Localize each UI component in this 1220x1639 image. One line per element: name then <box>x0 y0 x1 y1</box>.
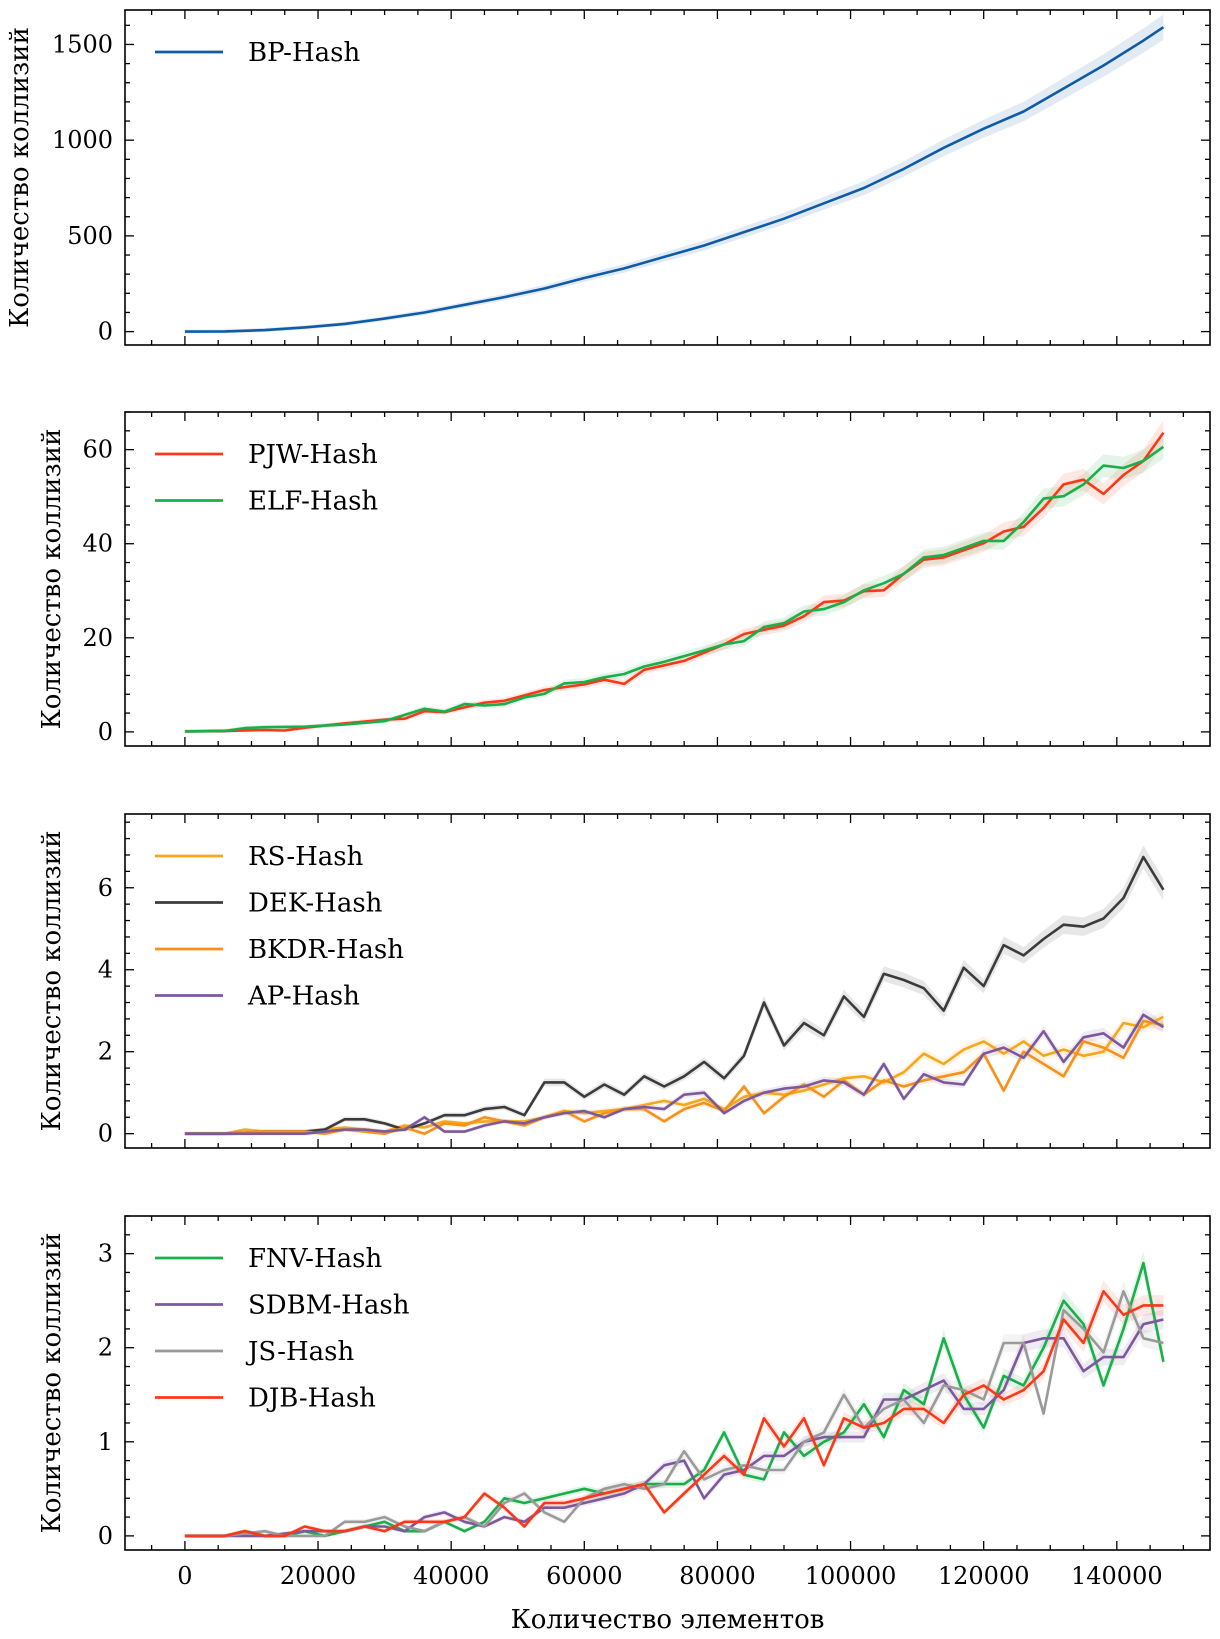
legend-label: RS-Hash <box>248 842 364 872</box>
y-tick-label: 1500 <box>52 30 113 58</box>
legend-label: JS-Hash <box>245 1337 354 1367</box>
x-tick-label: 60000 <box>546 1562 622 1590</box>
legend-label: DJB-Hash <box>248 1384 376 1414</box>
y-tick-label: 40 <box>82 530 113 558</box>
x-tick-label: 80000 <box>679 1562 755 1590</box>
y-tick-label: 1 <box>98 1428 113 1456</box>
legend-label: DEK-Hash <box>248 889 383 919</box>
x-tick-label: 100000 <box>805 1562 897 1590</box>
series-line-bp-hash <box>184 26 1165 333</box>
legend-label: SDBM-Hash <box>248 1291 410 1321</box>
series-line-djb-hash <box>184 1290 1164 1538</box>
y-axis-label: Количество коллизий <box>5 27 35 328</box>
plot-frame <box>124 1215 1211 1551</box>
legend-label: BP-Hash <box>248 38 360 68</box>
y-tick-label: 3 <box>98 1240 113 1268</box>
series-line-sdbm-hash <box>184 1318 1164 1538</box>
y-axis-label: Количество коллизий <box>37 831 67 1132</box>
y-tick-label: 0 <box>98 1522 113 1550</box>
band-bkdr-hash <box>184 1015 1164 1136</box>
y-axis-label: Количество коллизий <box>37 1233 67 1534</box>
x-axis-label: Количество элементов <box>511 1605 825 1635</box>
y-axis-label: Количество коллизий <box>37 429 67 730</box>
band-fnv-hash <box>184 1251 1164 1538</box>
legend-label: ELF-Hash <box>248 487 378 517</box>
y-tick-label: 2 <box>98 1038 113 1066</box>
y-tick-label: 500 <box>67 222 113 250</box>
x-tick-label: 40000 <box>413 1562 489 1590</box>
series-line-elf-hash <box>184 445 1165 733</box>
legend-label: PJW-Hash <box>248 440 378 470</box>
plot-frame <box>124 9 1211 346</box>
x-tick-label: 20000 <box>280 1562 356 1590</box>
x-tick-label: 0 <box>177 1562 192 1590</box>
y-tick-label: 0 <box>98 318 113 346</box>
y-tick-label: 1000 <box>52 126 113 154</box>
panel-1: 0 500 1000 1500 Количество коллизий BP-Hash <box>5 9 1211 346</box>
y-tick-label: 2 <box>98 1334 113 1362</box>
y-tick-label: 60 <box>82 436 113 464</box>
series-line-pjw-hash <box>184 431 1165 733</box>
legend: FNV-Hash SDBM-Hash JS-Hash DJB-Hash <box>155 1244 410 1414</box>
band-elf-hash <box>184 434 1164 734</box>
series-line-dek-hash <box>184 855 1165 1135</box>
y-tick-label: 0 <box>98 718 113 746</box>
plot-frame <box>124 411 1211 747</box>
legend-label: FNV-Hash <box>248 1244 382 1274</box>
plot-frame <box>124 813 1211 1149</box>
panel-4: 0 1 2 3 0 20000 40000 60000 80000 100000 120000 140… <box>37 1215 1211 1635</box>
x-tick-label: 140000 <box>1071 1562 1163 1590</box>
series-line-ap-hash <box>184 1013 1165 1135</box>
x-tick-label: 120000 <box>938 1562 1030 1590</box>
y-tick-label: 20 <box>82 624 113 652</box>
legend: PJW-Hash ELF-Hash <box>155 440 378 517</box>
band-js-hash <box>184 1280 1164 1538</box>
legend-label: BKDR-Hash <box>248 935 404 965</box>
y-tick-label: 6 <box>98 874 113 902</box>
band-dek-hash <box>184 845 1164 1136</box>
legend: BP-Hash <box>155 38 360 68</box>
panel-3: 0 2 4 6 Количество коллизий RS-Hash DEK-Hash BK… <box>37 813 1211 1149</box>
y-tick-label: 0 <box>98 1120 113 1148</box>
legend-label: AP-Hash <box>247 982 360 1012</box>
legend: RS-Hash DEK-Hash BKDR-Hash AP-Hash <box>155 842 404 1012</box>
series-line-js-hash <box>184 1290 1164 1538</box>
panel-2: 0 20 40 60 Количество коллизий PJW-Hash ELF-Ha… <box>37 411 1211 747</box>
y-tick-label: 4 <box>98 956 113 984</box>
